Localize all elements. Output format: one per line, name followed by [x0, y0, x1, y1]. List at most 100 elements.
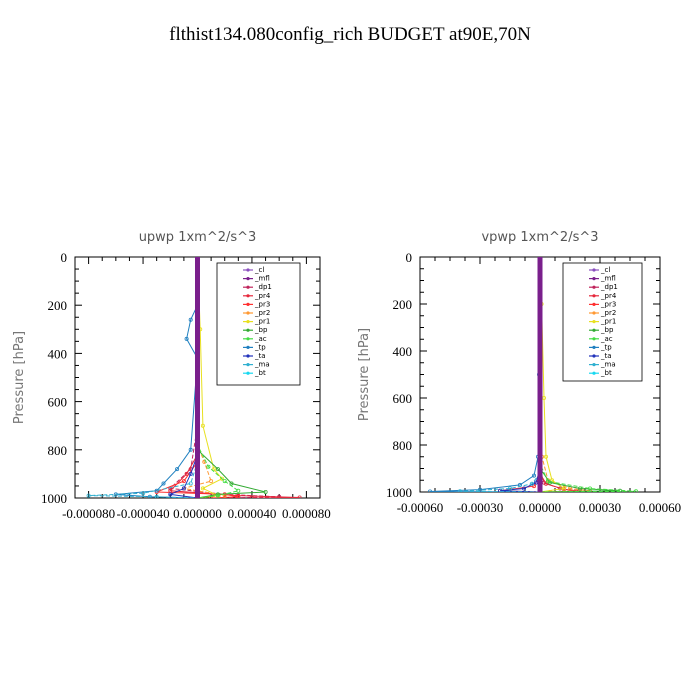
series-line-ta: [499, 257, 541, 492]
legend-label: _ta: [254, 352, 266, 360]
legend-label: _pr3: [600, 300, 616, 308]
y-tick-label: 800: [393, 438, 413, 453]
y-tick-label: 400: [393, 344, 413, 359]
legend-marker: [246, 363, 250, 367]
legend-label: _dp1: [254, 283, 272, 291]
legend-marker: [246, 371, 250, 375]
series-line-tp: [429, 257, 541, 492]
legend-label: _dp1: [600, 283, 618, 291]
legend-marker: [592, 268, 596, 272]
legend-marker: [592, 311, 596, 315]
legend-box: [216, 262, 301, 386]
series-marker: [209, 479, 214, 484]
legend-label: _ma: [600, 361, 616, 369]
legend: _cl_mfl_dp1_pr4_pr3_pr2_pr1_bp_ac_tp_ta_…: [216, 262, 301, 386]
legend-label: _pr2: [600, 309, 616, 317]
series-marker: [168, 492, 173, 497]
legend-label: _pr4: [254, 292, 271, 300]
series-marker: [458, 489, 462, 492]
legend-marker: [592, 294, 596, 298]
legend-label: _pr4: [600, 292, 617, 300]
legend-label: _tp: [600, 343, 612, 351]
series-marker: [222, 479, 227, 484]
series-marker: [507, 486, 512, 491]
figure-title: flthist134.080config_rich BUDGET at90E,7…: [169, 24, 531, 45]
legend-label: _pr1: [600, 318, 616, 326]
legend-marker: [246, 277, 250, 281]
series-marker: [175, 467, 180, 472]
legend-marker: [592, 363, 596, 367]
series-marker: [200, 486, 205, 491]
legend-marker: [246, 302, 250, 306]
legend-marker: [592, 337, 596, 341]
y-tick-label: 200: [393, 297, 413, 312]
legend-marker: [246, 285, 250, 289]
legend-marker: [246, 328, 250, 332]
x-tick-label: -0.000040: [117, 506, 170, 521]
series-marker: [181, 486, 186, 491]
legend-label: _pr3: [254, 300, 270, 308]
x-tick-label: -0.000080: [62, 506, 115, 521]
series-group: [86, 257, 302, 498]
x-tick-label: 0.00060: [639, 500, 681, 515]
legend-label: _cl: [254, 266, 264, 274]
series-marker: [188, 447, 193, 452]
legend-marker: [246, 294, 250, 298]
series-marker: [588, 486, 593, 491]
series-marker: [215, 493, 220, 498]
legend-label: _bp: [600, 326, 614, 334]
legend-label: _ac: [254, 335, 267, 343]
series-marker: [86, 493, 91, 498]
y-tick-label: 600: [393, 391, 413, 406]
panel-title: upwp 1xm^2/s^3: [139, 230, 257, 245]
series-marker: [477, 487, 482, 492]
legend-marker: [592, 302, 596, 306]
legend-marker: [246, 311, 250, 315]
series-line-tp: [115, 257, 199, 498]
y-tick-label: 800: [48, 443, 68, 458]
panel-title: vpwp 1xm^2/s^3: [481, 230, 598, 245]
series-line-ac: [539, 257, 637, 492]
series-marker: [215, 467, 220, 472]
legend-marker: [246, 320, 250, 324]
x-tick-label: -0.00060: [397, 500, 444, 515]
legend-box: [562, 262, 643, 382]
legend-label: _mfl: [254, 275, 270, 283]
series-marker: [184, 471, 189, 476]
legend-marker: [246, 268, 250, 272]
legend-marker: [592, 320, 596, 324]
series-marker: [154, 488, 159, 493]
y-tick-label: 1000: [386, 485, 412, 500]
series-marker: [188, 471, 193, 476]
series-marker: [229, 481, 234, 486]
x-tick-label: 0.000040: [228, 506, 277, 521]
series-marker: [498, 488, 502, 492]
legend-label: _ma: [254, 361, 270, 369]
legend: _cl_mfl_dp1_pr4_pr3_pr2_pr1_bp_ac_tp_ta_…: [562, 262, 643, 382]
legend-label: _ta: [600, 352, 612, 360]
series-marker: [532, 484, 537, 489]
series-marker: [263, 489, 268, 494]
series-marker: [236, 494, 241, 498]
legend-marker: [246, 354, 250, 358]
y-tick-label: 200: [48, 298, 68, 313]
legend-label: _pr1: [254, 318, 270, 326]
y-axis-label: Pressure [hPa]: [12, 331, 27, 424]
legend-marker: [246, 337, 250, 341]
series-marker: [184, 336, 189, 341]
y-tick-label: 400: [48, 346, 68, 361]
series-marker: [219, 476, 224, 481]
y-tick-label: 1000: [41, 491, 67, 506]
y-tick-label: 0: [61, 250, 68, 265]
series-marker: [249, 496, 254, 498]
legend-label: _ac: [600, 335, 613, 343]
series-marker: [297, 495, 302, 498]
series-marker: [634, 489, 638, 492]
legend-label: _mfl: [600, 275, 616, 283]
series-marker: [546, 479, 551, 484]
series-marker: [211, 467, 216, 472]
x-tick-label: 0.00000: [519, 500, 561, 515]
legend-label: _tp: [254, 343, 266, 351]
legend-label: _pr2: [254, 309, 270, 317]
